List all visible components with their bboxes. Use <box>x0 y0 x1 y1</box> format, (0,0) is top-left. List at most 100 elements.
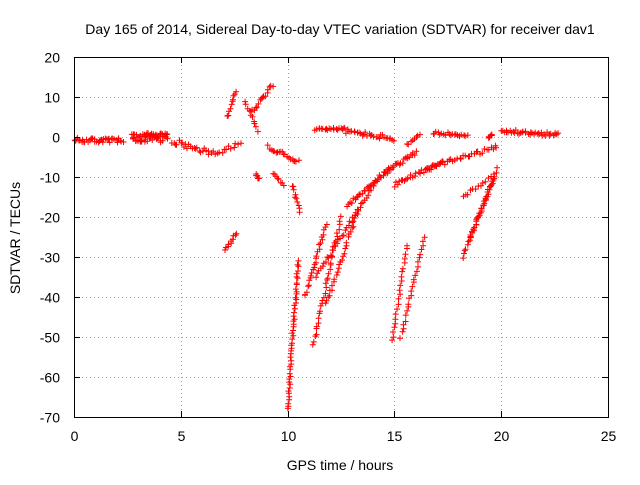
data-point <box>327 126 334 132</box>
data-point <box>393 160 400 167</box>
data-point <box>485 191 492 198</box>
series-rise-8.8 <box>248 82 277 115</box>
series-drop-15 <box>389 242 411 344</box>
series-drop-10 <box>284 257 302 412</box>
data-point <box>349 224 356 231</box>
data-point <box>305 283 312 290</box>
data-point <box>418 246 425 253</box>
data-point <box>357 204 364 211</box>
data-point <box>294 199 301 205</box>
data-point <box>349 219 356 226</box>
data-point <box>293 270 300 277</box>
data-point <box>315 315 322 322</box>
data-point <box>412 173 418 180</box>
data-point <box>291 316 298 323</box>
data-point <box>400 321 407 328</box>
data-point <box>317 302 324 309</box>
data-point <box>330 247 337 254</box>
data-point <box>490 176 497 183</box>
data-point <box>466 237 473 244</box>
data-point <box>462 246 469 253</box>
data-point <box>432 128 439 135</box>
data-point <box>402 318 409 325</box>
x-axis-label: GPS time / hours <box>287 457 394 473</box>
data-point <box>319 263 326 270</box>
data-point <box>291 309 297 316</box>
series-arc-8.5 <box>242 98 261 135</box>
x-tick-label: 20 <box>494 428 510 444</box>
data-point <box>249 113 256 120</box>
data-point <box>464 191 471 198</box>
data-point <box>340 232 347 239</box>
data-point <box>228 101 235 108</box>
plot-frame <box>74 57 609 418</box>
data-point <box>376 135 383 142</box>
series-low-9 <box>253 171 263 182</box>
chart-title: Day 165 of 2014, Sidereal Day-to-day VTE… <box>85 21 595 37</box>
data-point <box>341 124 348 131</box>
data-point <box>488 173 495 180</box>
data-point <box>293 195 300 202</box>
data-point <box>390 334 397 341</box>
data-point <box>411 152 418 159</box>
data-point <box>441 161 448 168</box>
data-point <box>238 140 244 147</box>
data-point <box>333 230 340 237</box>
data-point <box>374 178 380 185</box>
x-tick-label: 15 <box>387 428 403 444</box>
data-point <box>399 328 406 335</box>
series-rise-7.2 <box>224 88 240 119</box>
data-point <box>417 131 423 138</box>
data-point <box>415 258 421 265</box>
series-decline-4.5-6.5 <box>168 137 217 158</box>
data-point <box>481 146 488 152</box>
data-point <box>288 357 295 364</box>
data-point <box>417 251 424 258</box>
data-point <box>290 327 296 334</box>
data-point <box>414 132 421 139</box>
data-point <box>413 268 420 275</box>
data-point <box>105 136 112 143</box>
data-point <box>408 288 415 295</box>
data-point <box>120 139 127 145</box>
data-point <box>159 137 166 144</box>
data-point <box>464 241 471 248</box>
data-point <box>404 307 411 314</box>
data-point <box>405 301 412 308</box>
x-tick-label: 5 <box>178 428 186 444</box>
series-slope-10.8 <box>302 221 330 299</box>
data-point <box>421 234 428 241</box>
data-point <box>516 130 523 137</box>
data-point <box>179 139 186 146</box>
series-mid-9.5 <box>270 170 287 189</box>
data-point <box>99 139 106 146</box>
data-point <box>399 160 406 167</box>
data-point <box>164 135 171 142</box>
data-point <box>270 83 277 90</box>
data-point <box>350 223 357 230</box>
data-point <box>395 295 402 302</box>
data-point <box>254 128 261 135</box>
data-point <box>313 253 320 260</box>
series-drop-11.3 <box>309 213 344 348</box>
data-point <box>413 148 420 155</box>
data-point <box>285 388 292 395</box>
data-point <box>555 130 562 137</box>
data-point <box>229 236 236 243</box>
data-point <box>264 142 271 149</box>
data-point <box>405 141 412 148</box>
data-point <box>465 238 472 245</box>
data-point <box>479 180 486 186</box>
data-point <box>363 195 370 201</box>
data-point <box>337 213 344 220</box>
x-tick-label: 25 <box>601 428 617 444</box>
data-point <box>292 294 299 301</box>
data-point <box>253 104 260 111</box>
data-point <box>392 311 399 318</box>
data-point <box>345 222 352 229</box>
y-axis: 20 10 0 -10 -20 -30 -40 -50 -60 -70 <box>40 50 608 426</box>
data-point <box>479 150 486 157</box>
data-point <box>292 194 298 201</box>
y-tick-label: -40 <box>40 290 60 306</box>
